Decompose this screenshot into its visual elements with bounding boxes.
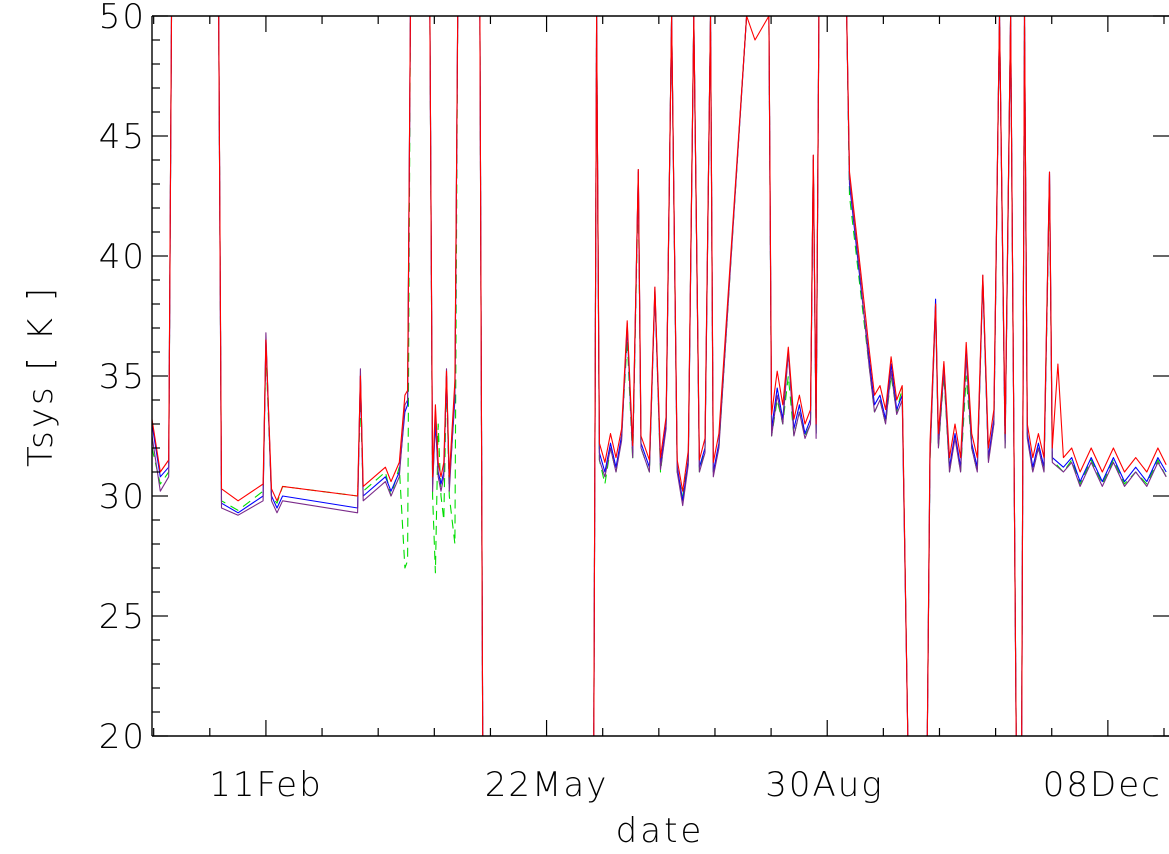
y-tick-label: 30 <box>99 477 146 517</box>
y-tick-label: 40 <box>99 237 146 277</box>
x-axis-label: date <box>616 811 705 851</box>
y-tick-label: 35 <box>99 357 146 397</box>
x-tick-label: 11Feb <box>209 765 322 805</box>
series-line-2-blue <box>152 16 1167 736</box>
series-line-1-green <box>152 16 1167 736</box>
y-tick-label: 50 <box>99 0 146 37</box>
y-tick-label: 20 <box>99 717 146 757</box>
x-tick-label: 08Dec <box>1043 765 1162 805</box>
y-tick-label: 45 <box>99 117 146 157</box>
tick-labels: 20 25 30 35 40 45 50 11Feb 22May 30Aug 08Dec <box>99 0 1162 805</box>
series-line-3-purple <box>152 16 1167 736</box>
y-axis-label: Tsys [ K ] <box>21 285 61 467</box>
ticks <box>152 15 1169 737</box>
series-layer <box>152 16 1167 736</box>
x-tick-label: 30Aug <box>765 765 883 805</box>
x-tick-label: 22May <box>485 765 609 805</box>
axes <box>151 15 1169 737</box>
y-tick-label: 25 <box>99 597 146 637</box>
series-line-4-red <box>152 16 1167 736</box>
